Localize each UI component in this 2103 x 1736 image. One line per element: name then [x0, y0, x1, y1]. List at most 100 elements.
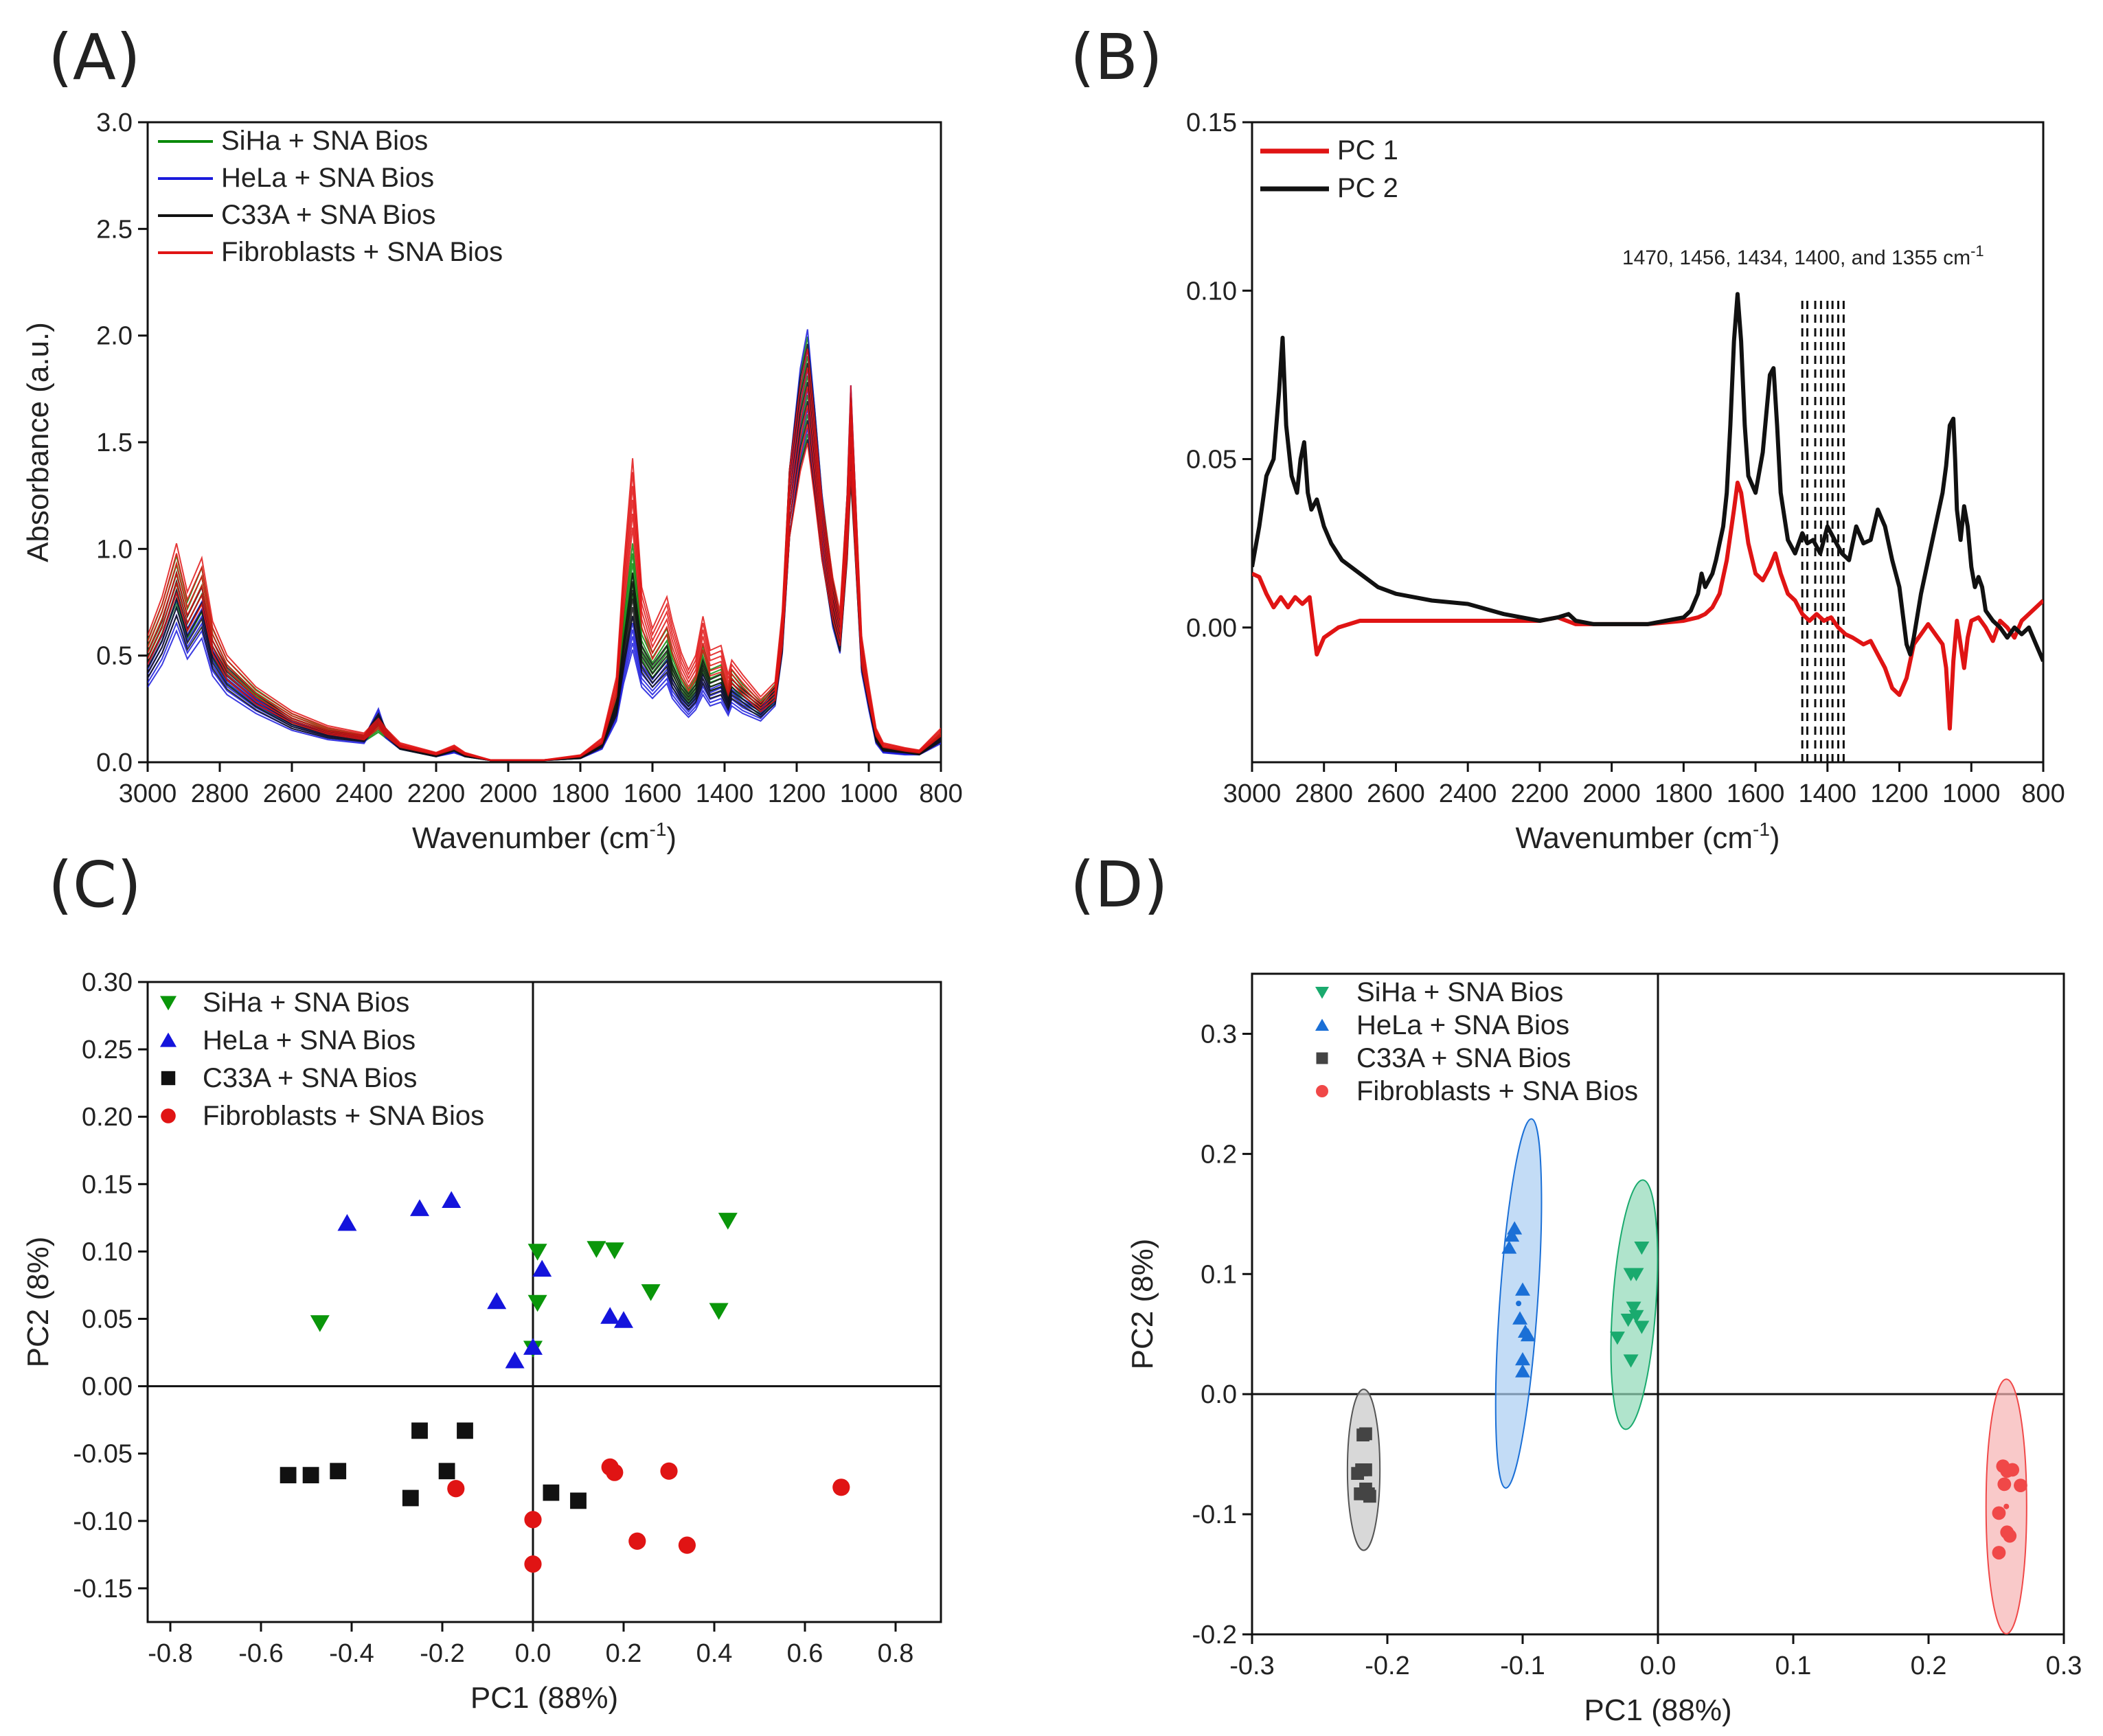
- legend-label-1: PC 2: [1337, 173, 1398, 203]
- data-point-3: [524, 1555, 542, 1573]
- y-tick-label: 0.20: [82, 1103, 133, 1132]
- data-point-3: [2005, 1463, 2020, 1477]
- x-tick-label: 2400: [1439, 779, 1497, 808]
- data-point-3: [628, 1532, 646, 1550]
- data-point-3: [832, 1478, 850, 1496]
- y-tick-label: -0.2: [1192, 1621, 1237, 1649]
- x-tick-label: 2600: [263, 779, 321, 808]
- data-point-1: [1512, 1311, 1528, 1325]
- data-point-1: [600, 1307, 620, 1324]
- x-tick-label: 2400: [335, 779, 394, 808]
- x-tick-label: 0.4: [696, 1639, 733, 1668]
- x-tick-label: -0.2: [420, 1639, 464, 1668]
- x-tick-label: 1000: [840, 779, 898, 808]
- x-tick-label: 2000: [479, 779, 538, 808]
- x-tick-label: 800: [2021, 779, 2065, 808]
- data-point-0: [1634, 1241, 1650, 1255]
- data-point-2: [570, 1492, 587, 1509]
- x-axis-title: Wavenumber (cm-1): [412, 819, 677, 855]
- panel-letter: (A): [48, 21, 141, 94]
- y-tick-label: 0.00: [82, 1373, 133, 1402]
- y-tick-label: 0.10: [82, 1237, 133, 1266]
- x-tick-label: 0.6: [787, 1639, 823, 1668]
- data-point-1: [523, 1338, 543, 1355]
- y-tick-label: -0.15: [73, 1575, 133, 1603]
- x-axis-title-sup: -1: [1753, 819, 1770, 840]
- y-tick-label: 2.0: [96, 322, 133, 351]
- x-tick-label: 1600: [1727, 779, 1785, 808]
- x-tick-label: 3000: [119, 779, 177, 808]
- x-tick-label: 0.2: [606, 1639, 642, 1668]
- data-point-2: [1362, 1487, 1375, 1500]
- legend-label-3: Fibroblasts + SNA Bios: [203, 1101, 484, 1131]
- data-point-1: [1504, 1228, 1520, 1242]
- y-tick-label: 0.0: [1201, 1380, 1237, 1409]
- data-point-2: [411, 1422, 428, 1439]
- legend-label-1: HeLa + SNA Bios: [221, 163, 434, 193]
- y-tick-label: 2.5: [96, 215, 133, 244]
- x-tick-label: 0.0: [515, 1639, 552, 1668]
- y-tick-label: 0.15: [1186, 108, 1237, 137]
- y-tick-label: 1.0: [96, 535, 133, 564]
- y-tick-label: -0.05: [73, 1440, 133, 1469]
- data-point-0: [1609, 1332, 1625, 1345]
- annotation-sup: -1: [1970, 242, 1984, 260]
- legend-label-2: C33A + SNA Bios: [203, 1063, 417, 1093]
- y-tick-label: 0.3: [1201, 1020, 1237, 1049]
- data-point-0: [1623, 1268, 1639, 1281]
- x-tick-label: -0.8: [148, 1639, 192, 1668]
- x-tick-label: 1400: [1799, 779, 1857, 808]
- y-tick-label: 3.0: [96, 108, 133, 137]
- data-point-0: [587, 1241, 606, 1258]
- x-tick-label: 0.8: [878, 1639, 914, 1668]
- x-tick-label: -0.1: [1500, 1652, 1545, 1680]
- data-point-0: [1634, 1321, 1650, 1334]
- x-tick-label: 2800: [1295, 779, 1353, 808]
- series-line-0: [148, 375, 941, 761]
- x-tick-label: 1800: [552, 779, 610, 808]
- data-point-3: [678, 1536, 696, 1554]
- series-line-3: [148, 442, 941, 762]
- legend-marker-2: [1316, 1052, 1328, 1064]
- data-point-3: [1992, 1506, 2006, 1520]
- series-line-3: [148, 348, 941, 761]
- data-point-2: [280, 1467, 297, 1484]
- legend-marker-1: [1315, 1018, 1329, 1031]
- data-point-1: [505, 1351, 525, 1369]
- x-tick-label: 0.2: [1911, 1652, 1947, 1680]
- legend-label-2: C33A + SNA Bios: [221, 200, 435, 230]
- x-tick-label: 2800: [191, 779, 249, 808]
- annotation-text: 1470, 1456, 1434, 1400, and 1355 cm-1: [1622, 242, 1984, 269]
- data-point-1: [410, 1199, 429, 1216]
- data-point-2: [543, 1484, 560, 1501]
- y-tick-label: 0.30: [82, 968, 133, 997]
- x-tick-label: 1400: [696, 779, 754, 808]
- y-tick-label: 0.2: [1201, 1140, 1237, 1169]
- data-point-0: [1626, 1301, 1641, 1315]
- data-point-2: [330, 1463, 347, 1480]
- plot-area: [148, 329, 941, 762]
- data-point-0: [718, 1213, 738, 1230]
- x-tick-label: 1800: [1655, 779, 1713, 808]
- x-axis-title: PC1 (88%): [470, 1681, 618, 1715]
- x-tick-label: 1200: [1870, 779, 1929, 808]
- x-axis-title: Wavenumber (cm-1): [1515, 819, 1780, 855]
- y-tick-label: 0.05: [1186, 446, 1237, 475]
- series-line-0: [1252, 480, 2043, 731]
- x-axis-title-sup: -1: [650, 819, 667, 840]
- x-tick-label: 2000: [1582, 779, 1641, 808]
- panel-letter: (C): [48, 848, 141, 922]
- legend-label-3: Fibroblasts + SNA Bios: [1356, 1076, 1638, 1106]
- plot-area: [1252, 974, 2064, 1634]
- data-point-0: [1620, 1313, 1636, 1327]
- y-tick-label: 0.25: [82, 1036, 133, 1064]
- x-tick-label: 1200: [768, 779, 826, 808]
- legend-label-0: SiHa + SNA Bios: [203, 987, 409, 1018]
- y-tick-label: 0.10: [1186, 277, 1237, 306]
- legend-marker-3: [161, 1108, 176, 1123]
- data-point-1: [487, 1292, 507, 1310]
- data-point-2: [457, 1422, 473, 1439]
- data-point-0: [527, 1244, 547, 1261]
- y-tick-label: 1.5: [96, 429, 133, 457]
- data-point-3: [524, 1511, 542, 1529]
